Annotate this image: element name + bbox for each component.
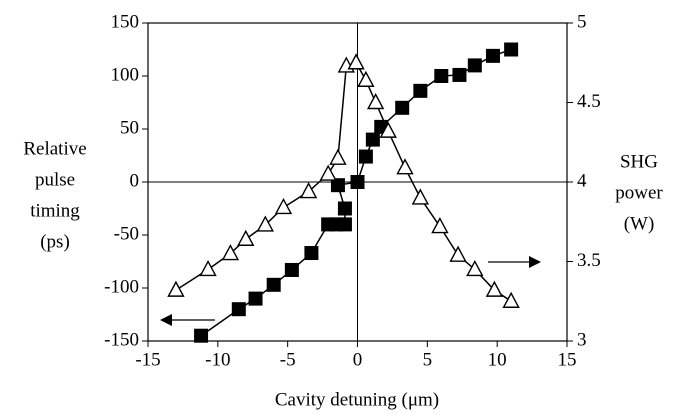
y2-axis-label: (W) xyxy=(624,213,655,234)
square-marker xyxy=(194,328,209,343)
triangle-marker xyxy=(466,259,484,277)
square-marker xyxy=(350,175,365,189)
series-line xyxy=(200,48,512,337)
y-tick-label: 150 xyxy=(111,11,140,32)
square-marker xyxy=(330,178,345,193)
triangle-marker xyxy=(502,291,520,308)
x-tick-label: -5 xyxy=(280,349,296,370)
y2-tick-label: 5 xyxy=(577,11,587,32)
square-marker xyxy=(231,302,246,317)
square-marker xyxy=(413,83,428,98)
square-marker xyxy=(284,262,299,277)
triangle-marker xyxy=(485,280,504,297)
y-tick-label: -50 xyxy=(114,223,139,244)
square-marker xyxy=(365,132,380,147)
triangle-marker xyxy=(299,182,318,199)
triangle-marker xyxy=(319,164,337,181)
x-tick-label: -15 xyxy=(135,349,160,370)
triangle-marker xyxy=(366,93,385,110)
x-tick-label: -10 xyxy=(205,349,230,370)
x-tick-label: 0 xyxy=(353,349,363,370)
square-marker xyxy=(358,149,373,164)
y-tick-label: -150 xyxy=(104,329,139,350)
triangle-marker xyxy=(274,197,293,215)
triangle-marker xyxy=(357,70,375,87)
y2-axis-label: SHG xyxy=(620,151,658,172)
square-marker xyxy=(266,277,281,292)
y2-tick-label: 4.5 xyxy=(577,91,601,112)
x-tick-label: 10 xyxy=(488,349,507,370)
y-tick-label: 100 xyxy=(111,64,140,85)
triangle-marker xyxy=(449,245,467,262)
square-marker xyxy=(337,217,352,232)
triangle-marker xyxy=(221,244,240,261)
left-arrow xyxy=(160,314,215,326)
x-tick-label: 15 xyxy=(558,349,577,370)
y2-tick-label: 4 xyxy=(577,170,587,191)
right-arrow xyxy=(488,256,541,268)
y-axis-label: Relative xyxy=(23,138,86,159)
square-marker xyxy=(395,100,410,115)
triangle-marker xyxy=(256,215,274,232)
square-marker xyxy=(337,201,352,216)
y-tick-label: 50 xyxy=(120,117,139,138)
x-axis-label: Cavity detuning (μm) xyxy=(275,389,439,410)
square-marker xyxy=(434,69,449,83)
y-tick-label: 0 xyxy=(130,170,140,191)
x-tick-label: 5 xyxy=(423,349,433,370)
y2-tick-label: 3.5 xyxy=(577,250,601,271)
y2-axis-label: power xyxy=(615,182,663,203)
y-tick-label: -100 xyxy=(104,276,139,297)
triangle-marker xyxy=(329,148,347,165)
square-marker xyxy=(504,42,519,57)
triangle-marker xyxy=(411,188,430,205)
square-marker xyxy=(467,58,482,73)
triangle-marker xyxy=(199,259,217,277)
square-marker xyxy=(248,291,263,306)
triangle-marker xyxy=(431,217,449,234)
square-marker xyxy=(452,67,467,82)
triangle-marker xyxy=(347,53,365,70)
y-axis-label: timing xyxy=(30,200,80,221)
triangle-marker xyxy=(396,158,414,175)
y-axis-label: pulse xyxy=(35,169,75,190)
y2-tick-label: 3 xyxy=(577,329,587,350)
triangle-marker xyxy=(379,121,397,138)
square-marker xyxy=(485,48,500,63)
square-marker xyxy=(304,246,319,261)
y-axis-label: (ps) xyxy=(40,231,70,252)
triangle-marker xyxy=(167,280,185,297)
triangle-marker xyxy=(237,229,255,246)
